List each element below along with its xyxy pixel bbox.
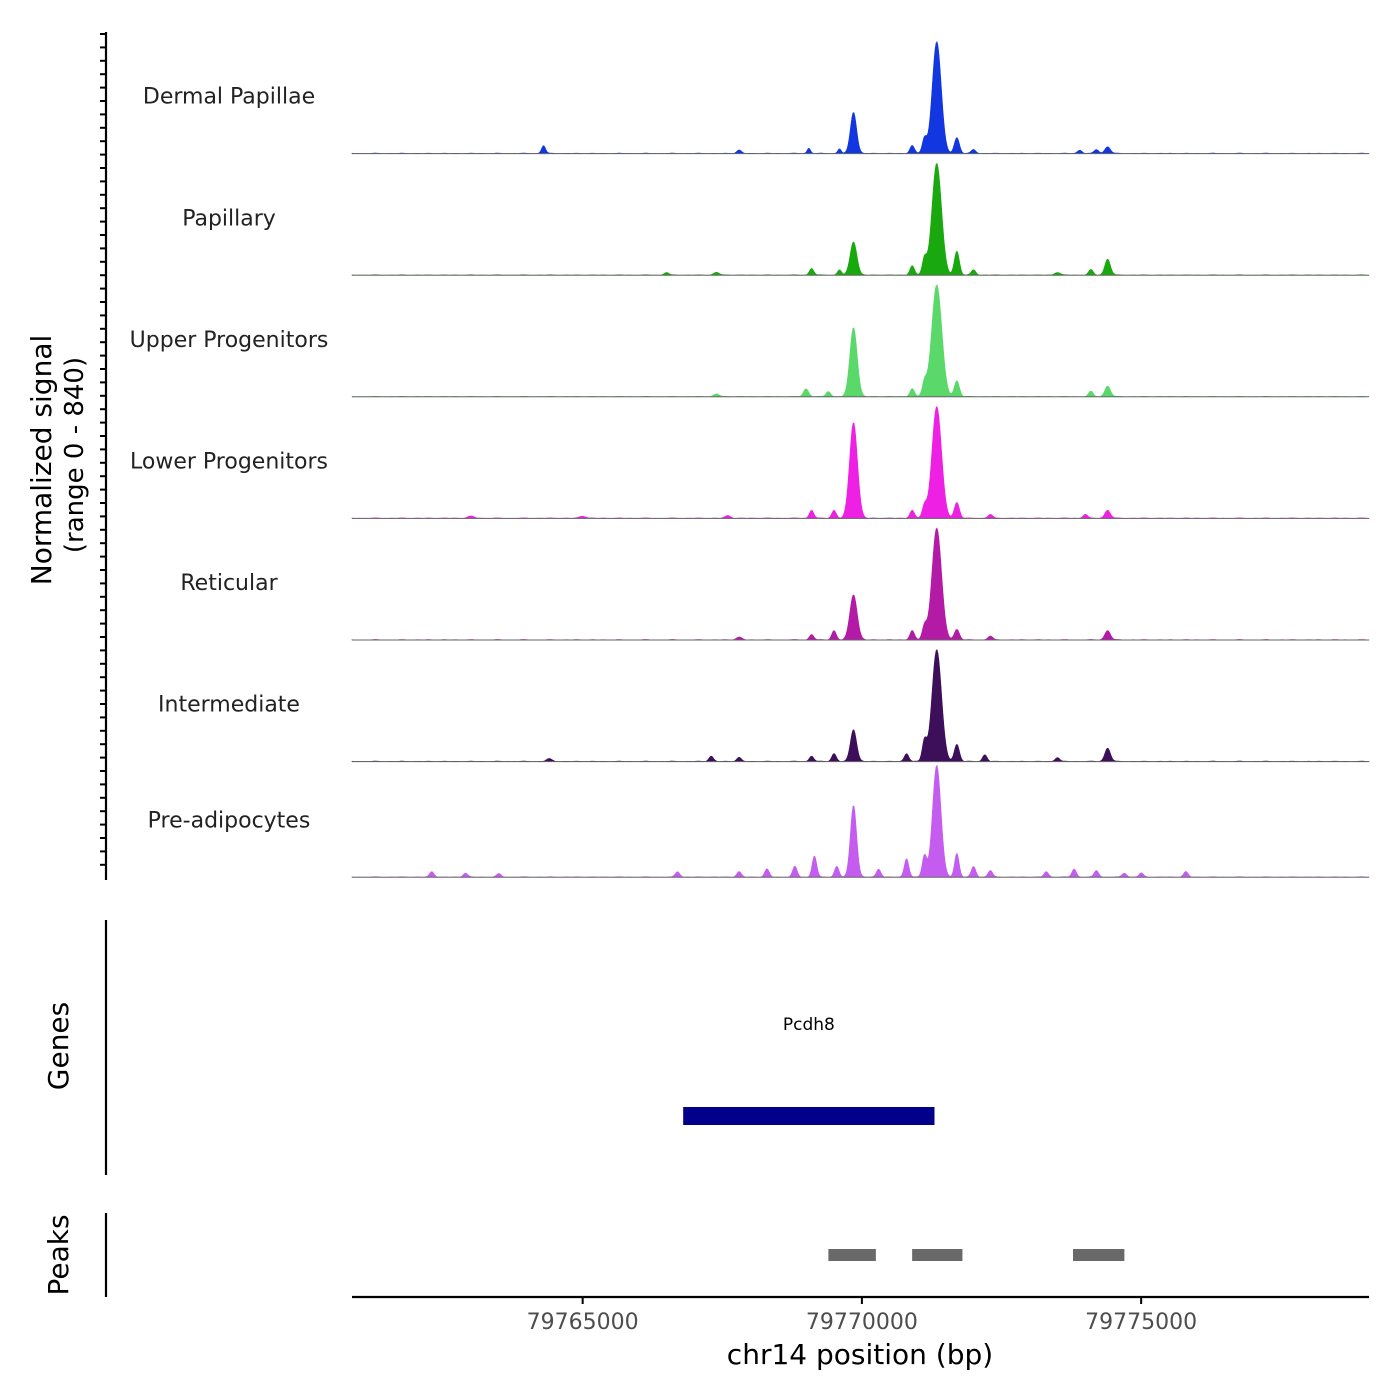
signal-tracks: Dermal Papillae Papillary Upper Progenitor… (130, 40, 1370, 878)
track-label: Upper Progenitors (130, 328, 329, 353)
x-axis-tick-label: 79775000 (1085, 1310, 1197, 1335)
track-label: Reticular (180, 571, 278, 596)
signal-area (351, 284, 1370, 398)
signal-track: Intermediate (158, 649, 1370, 763)
y-axis-title-line1: Normalized signal (25, 335, 58, 586)
peak-region (1073, 1249, 1125, 1261)
x-axis-tick-label: 79770000 (806, 1310, 918, 1335)
gene-annotations: Pcdh8 (683, 1015, 935, 1125)
signal-track: Lower Progenitors (130, 405, 1370, 519)
y-axis-title-line2: (range 0 - 840) (60, 357, 90, 553)
track-label: Lower Progenitors (130, 450, 328, 475)
signal-y-axis (100, 32, 108, 880)
signal-area (351, 527, 1370, 641)
signal-track: Upper Progenitors (130, 284, 1370, 398)
track-label: Intermediate (158, 693, 300, 718)
gene-label: Pcdh8 (783, 1015, 835, 1035)
signal-track: Pre-adipocytes (148, 764, 1370, 878)
gene-body (683, 1107, 935, 1125)
x-axis-ticks: 79765000 79770000 79775000 (527, 1297, 1197, 1335)
signal-area (351, 405, 1370, 519)
signal-area (351, 649, 1370, 762)
x-axis-tick-label: 79765000 (527, 1310, 639, 1335)
signal-track: Dermal Papillae (143, 40, 1370, 155)
signal-area (351, 162, 1370, 276)
genes-panel: Genes Pcdh8 (42, 920, 935, 1175)
track-label: Pre-adipocytes (148, 808, 311, 833)
genes-panel-label: Genes (42, 1002, 75, 1090)
peak-region (828, 1249, 876, 1261)
gene: Pcdh8 (683, 1015, 935, 1125)
x-axis: 79765000 79770000 79775000 chr14 position … (352, 1295, 1369, 1371)
signal-track: Papillary (182, 162, 1370, 276)
peaks-panel: Peaks (42, 1213, 1125, 1297)
x-axis-title: chr14 position (bp) (727, 1338, 993, 1371)
signal-area (351, 764, 1370, 878)
signal-area (351, 40, 1370, 154)
track-label: Papillary (182, 206, 276, 231)
track-label: Dermal Papillae (143, 85, 315, 110)
peaks-panel-label: Peaks (42, 1214, 75, 1295)
y-axis-title: Normalized signal (range 0 - 840) (25, 335, 90, 586)
peak-region (912, 1249, 963, 1261)
signal-track: Reticular (180, 527, 1370, 641)
peak-regions (828, 1249, 1125, 1261)
